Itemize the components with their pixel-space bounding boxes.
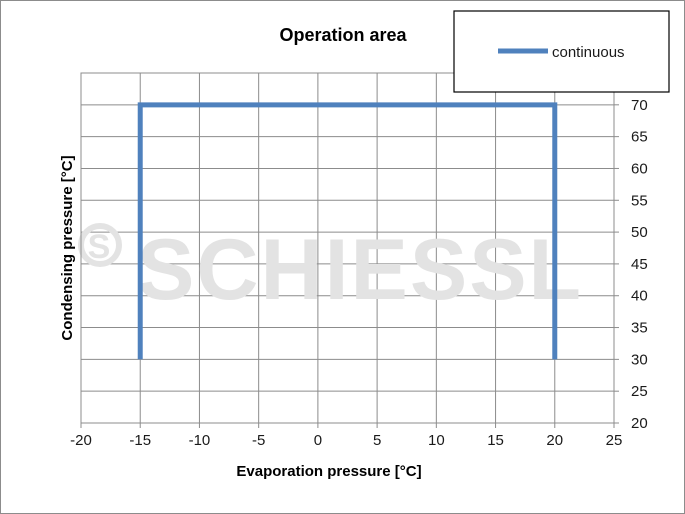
x-tick-label: -20 bbox=[70, 432, 92, 449]
legend: continuous bbox=[453, 10, 670, 93]
series-layer bbox=[137, 102, 558, 360]
y-tick-label: 65 bbox=[631, 129, 648, 146]
x-tick-label: -5 bbox=[252, 432, 265, 449]
y-tick-label: 40 bbox=[631, 288, 648, 305]
watermark-logo-letter: S bbox=[88, 228, 113, 266]
y-tick-labels: 20 25 30 35 40 45 50 55 60 65 70 bbox=[614, 97, 648, 432]
x-tick-label: -15 bbox=[129, 432, 151, 449]
y-axis-title: Condensing pressure [°C] bbox=[59, 155, 76, 340]
x-tick-label: 15 bbox=[487, 432, 504, 449]
x-tick-label: 10 bbox=[428, 432, 445, 449]
x-tick-label: -10 bbox=[189, 432, 211, 449]
series-line-continuous bbox=[137, 102, 558, 360]
y-tick-label: 30 bbox=[631, 351, 648, 368]
y-tick-label: 50 bbox=[631, 224, 648, 241]
y-tick-label: 70 bbox=[631, 97, 648, 114]
x-axis-title: Evaporation pressure [°C] bbox=[236, 463, 421, 480]
y-tick-label: 20 bbox=[631, 415, 648, 432]
watermark-logo: S bbox=[78, 223, 122, 267]
x-tick-labels: -20 -15 -10 -5 0 5 10 15 20 25 bbox=[70, 423, 622, 449]
x-tick-label: 25 bbox=[606, 432, 623, 449]
watermark: S SCHIESSL bbox=[78, 222, 583, 318]
x-tick-label: 20 bbox=[546, 432, 563, 449]
x-tick-label: 5 bbox=[373, 432, 381, 449]
plot-area-border bbox=[80, 72, 615, 424]
chart-title: Operation area bbox=[279, 25, 407, 45]
y-tick-label: 60 bbox=[631, 160, 648, 177]
y-tick-label: 45 bbox=[631, 256, 648, 273]
y-tick-label: 35 bbox=[631, 320, 648, 337]
y-tick-label: 55 bbox=[631, 192, 648, 209]
y-tick-label: 25 bbox=[631, 383, 648, 400]
watermark-text: SCHIESSL bbox=[137, 222, 583, 318]
x-tick-label: 0 bbox=[314, 432, 322, 449]
legend-box bbox=[453, 10, 670, 93]
legend-label: continuous bbox=[552, 44, 625, 61]
